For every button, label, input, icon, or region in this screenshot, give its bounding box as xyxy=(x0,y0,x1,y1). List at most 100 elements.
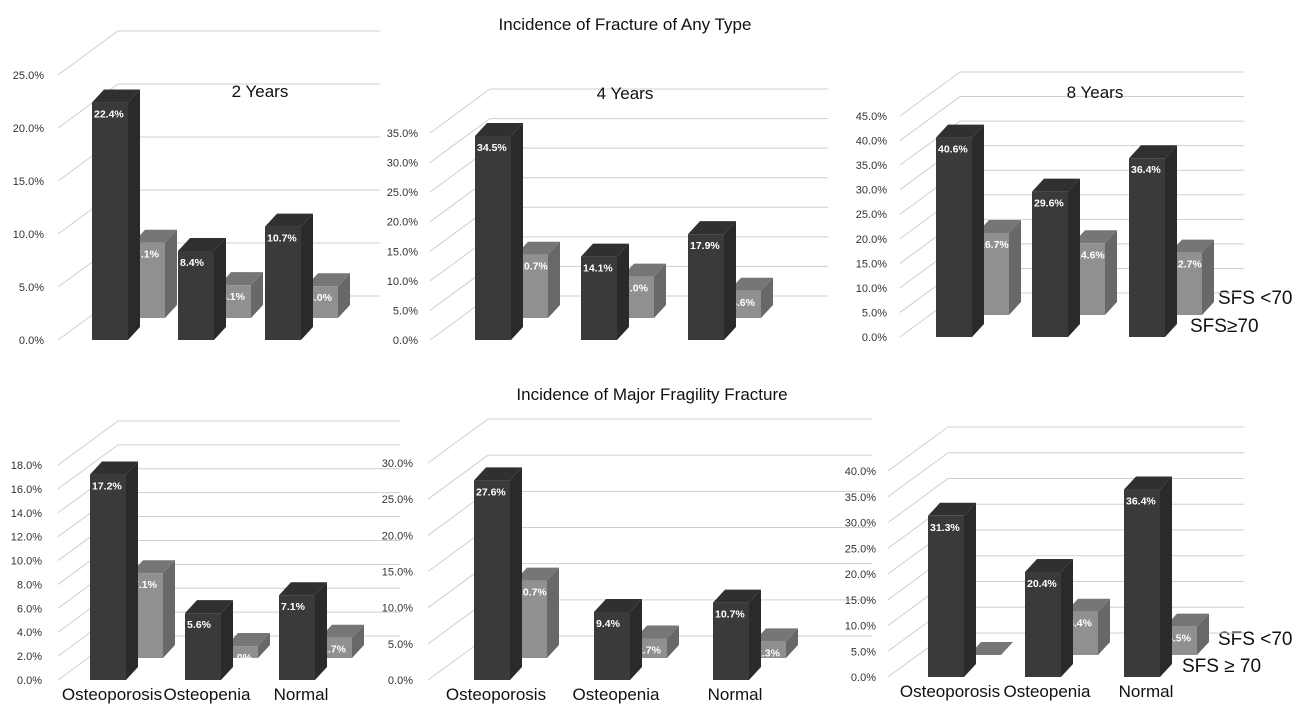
y-tick-label: 0.0% xyxy=(19,335,44,347)
bar-sfs-70-osteopenia-top xyxy=(1073,230,1117,244)
bar-sfs-70-normal-top xyxy=(688,221,736,235)
y-tick-label: 14.0% xyxy=(11,508,42,520)
bar-sfs-70-osteoporosis-front xyxy=(936,137,972,337)
bar-sfs-70-normal-top xyxy=(713,589,761,603)
bar-sfs-70-osteopenia: 7.0% xyxy=(622,263,666,318)
bar-sfs-70-normal-side xyxy=(761,277,773,318)
y-tick-label: 40.0% xyxy=(856,136,887,148)
y-tick-label: 16.0% xyxy=(11,484,42,496)
y-tick-label: 8.0% xyxy=(17,579,42,591)
y-axis: 0.0% 5.0% 10.0% 15.0% 20.0% 25.0% 30.0% xyxy=(382,458,413,687)
bar-sfs-70-osteopenia-side xyxy=(1068,178,1080,337)
category-label-normal: Normal xyxy=(708,685,763,704)
data-label: 31.3% xyxy=(930,522,960,534)
gridline xyxy=(57,444,400,490)
y-tick-label: 10.0% xyxy=(382,603,413,615)
bar-sfs-70-osteopenia: 9.4% xyxy=(594,599,642,680)
y-tick-label: 25.0% xyxy=(856,209,887,221)
category-label-osteopenia: Osteopenia xyxy=(164,685,251,704)
legend-bottom-sfs-70-plus: SFS ≥ 70 xyxy=(1182,656,1261,677)
bar-sfs-70-osteopenia: 8.4% xyxy=(178,237,226,340)
bar-sfs-70-normal-top xyxy=(1165,613,1209,627)
y-tick-label: 12.0% xyxy=(11,532,42,544)
gridline xyxy=(887,452,1244,498)
bar-sfs-70-normal-side xyxy=(1197,613,1209,655)
data-label: 7.1% xyxy=(135,249,160,261)
bar-sfs-70-normal-front xyxy=(1124,489,1160,677)
y-tick-label: 5.0% xyxy=(862,307,887,319)
bar-sfs-70-osteoporosis: 10.7% xyxy=(516,241,560,318)
data-label: 5.6% xyxy=(187,619,212,631)
bar-sfs-70-normal-side xyxy=(786,628,798,658)
data-label: 8.4% xyxy=(180,257,205,269)
bar-sfs-70-normal: 17.9% xyxy=(688,221,736,340)
y-tick-label: 0.0% xyxy=(388,675,413,687)
bar-sfs-70-osteoporosis-top xyxy=(977,219,1021,233)
bar-sfs-70-osteoporosis: 17.2% xyxy=(90,461,138,680)
bar-sfs-70-normal: 10.7% xyxy=(713,589,761,680)
bar-sfs-70-osteoporosis-top xyxy=(131,560,175,574)
chart-panel-5: 0.0% 5.0% 10.0% 15.0% 20.0% 25.0% 30.0% 10.7% 27… xyxy=(382,418,872,704)
bar-sfs-70-normal-side xyxy=(749,589,761,680)
data-label: 17.2% xyxy=(92,481,122,493)
data-label: 16.7% xyxy=(979,239,1009,251)
data-label: 0.0% xyxy=(971,661,996,673)
gridline xyxy=(429,88,828,134)
y-axis: 0.0% 5.0% 10.0% 15.0% 20.0% 25.0% 30.0% 35.0% 40… xyxy=(856,111,887,344)
gridline xyxy=(899,71,1244,117)
y-tick-label: 20.0% xyxy=(845,569,876,581)
row-title-major-fragility: Incidence of Major Fragility Fracture xyxy=(516,385,787,404)
bar-sfs-70-osteopenia-top xyxy=(1025,558,1073,572)
row-title-any-fracture: Incidence of Fracture of Any Type xyxy=(499,15,752,34)
y-tick-label: 10.0% xyxy=(845,621,876,633)
bar-sfs-70-osteoporosis-front xyxy=(90,474,126,680)
bar-sfs-70-osteoporosis-side xyxy=(972,124,984,337)
bar-sfs-70-osteoporosis-side xyxy=(511,122,523,340)
data-label: 12.7% xyxy=(1172,259,1202,271)
bar-sfs-70-osteopenia-top xyxy=(185,600,233,614)
bar-sfs-70-osteopenia: 20.4% xyxy=(1025,558,1073,677)
y-tick-label: 10.0% xyxy=(11,556,42,568)
bar-sfs-70-osteoporosis-side xyxy=(510,467,522,680)
bar-sfs-70-osteoporosis-side xyxy=(128,89,140,340)
bar-sfs-70-osteoporosis-side xyxy=(547,567,559,658)
y-axis: 0.0% 5.0% 10.0% 15.0% 20.0% 25.0% 30.0% 35.0% xyxy=(387,128,418,347)
bar-sfs-70-normal: 7.1% xyxy=(279,582,327,680)
bar-sfs-70-osteopenia: 14.1% xyxy=(581,243,629,340)
data-label: 3.0% xyxy=(308,292,333,304)
y-tick-label: 15.0% xyxy=(856,258,887,270)
bar-sfs-70-osteoporosis-top xyxy=(475,122,523,136)
gridline xyxy=(887,426,1244,472)
y-tick-label: 18.0% xyxy=(11,460,42,472)
y-tick-label: 20.0% xyxy=(382,530,413,542)
y-tick-label: 30.0% xyxy=(845,518,876,530)
gridline xyxy=(427,454,872,500)
bar-sfs-70-osteoporosis: 31.3% xyxy=(928,502,976,677)
bar-sfs-70-normal-top xyxy=(320,624,364,638)
bar-sfs-70-normal-top xyxy=(754,628,798,642)
bar-sfs-70-osteoporosis: 34.5% xyxy=(475,122,523,340)
bar-sfs-70-osteoporosis-top xyxy=(516,241,560,255)
bar-sfs-70-osteopenia: 2.7% xyxy=(635,625,679,658)
bar-sfs-70-normal-side xyxy=(1202,239,1214,315)
y-axis: 0.0% 2.0% 4.0% 6.0% 8.0% 10.0% 12.0% 14.0% 16.0%… xyxy=(11,460,42,687)
data-label: 2.7% xyxy=(637,644,662,656)
gridline xyxy=(899,96,1244,141)
y-tick-label: 10.0% xyxy=(856,283,887,295)
chart-panel-6: 0.0% 5.0% 10.0% 15.0% 20.0% 25.0% 30.0% 35.0% 40… xyxy=(845,426,1244,701)
category-label-normal: Normal xyxy=(274,685,329,704)
bar-sfs-70-normal-front xyxy=(688,234,724,340)
y-tick-label: 25.0% xyxy=(845,543,876,555)
bar-sfs-70-osteoporosis-side xyxy=(165,229,177,318)
y-tick-label: 35.0% xyxy=(845,492,876,504)
bar-sfs-70-osteoporosis-front xyxy=(475,135,511,340)
bar-sfs-70-osteopenia-side xyxy=(654,263,666,318)
bar-sfs-70-normal-front xyxy=(1129,158,1165,337)
y-tick-label: 30.0% xyxy=(856,185,887,197)
data-label: 8.4% xyxy=(1068,618,1093,630)
y-tick-label: 45.0% xyxy=(856,111,887,123)
data-label: 9.4% xyxy=(596,618,621,630)
bar-sfs-70-osteopenia-side xyxy=(1061,558,1073,677)
